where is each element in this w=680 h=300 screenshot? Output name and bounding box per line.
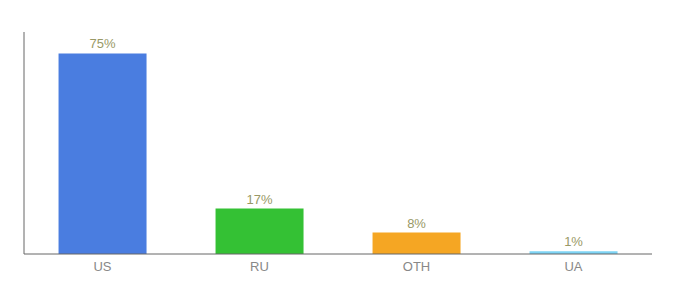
svg-text:17%: 17% [247, 192, 273, 207]
svg-text:1%: 1% [564, 234, 583, 249]
svg-text:8%: 8% [407, 216, 426, 231]
svg-text:UA: UA [564, 259, 582, 274]
svg-text:US: US [93, 259, 111, 274]
svg-text:75%: 75% [90, 36, 116, 51]
svg-text:OTH: OTH [403, 259, 430, 274]
svg-text:RU: RU [250, 259, 269, 274]
